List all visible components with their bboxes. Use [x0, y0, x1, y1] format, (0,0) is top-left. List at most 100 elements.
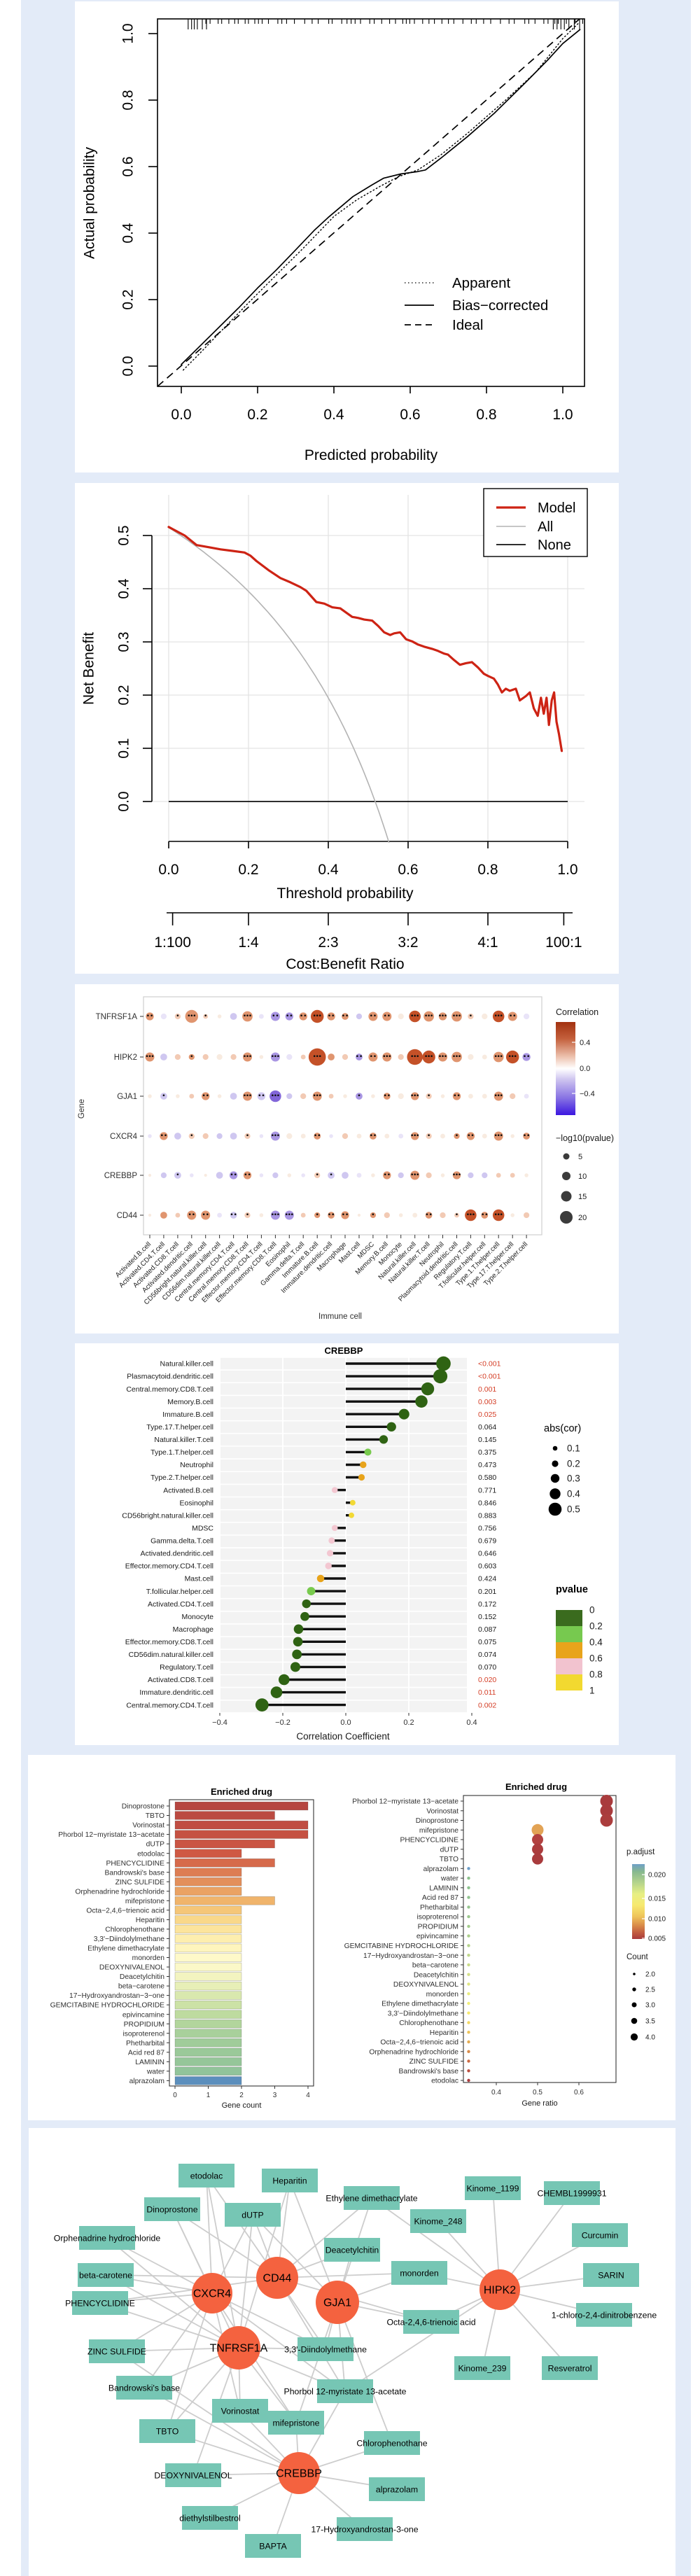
- svg-text:Type.1.T.helper.cell: Type.1.T.helper.cell: [150, 1448, 214, 1457]
- svg-text:20: 20: [578, 1214, 587, 1222]
- svg-text:17−Hydroxyandrostan−3−one: 17−Hydroxyandrostan−3−one: [69, 1992, 164, 2000]
- svg-text:CD56bright.natural.killer.cell: CD56bright.natural.killer.cell: [122, 1511, 214, 1520]
- svg-text:water: water: [440, 1875, 459, 1883]
- svg-text:0.4: 0.4: [120, 223, 136, 244]
- svg-text:DEOXYNIVALENOL: DEOXYNIVALENOL: [393, 1981, 458, 1989]
- svg-text:ZINC SULFIDE: ZINC SULFIDE: [115, 1879, 165, 1886]
- svg-text:Monocyte: Monocyte: [181, 1613, 214, 1621]
- svg-text:ZINC SULFIDE: ZINC SULFIDE: [410, 2058, 459, 2066]
- svg-text:0.2: 0.2: [403, 1718, 414, 1727]
- svg-text:Ideal: Ideal: [452, 317, 483, 333]
- svg-text:1.0: 1.0: [120, 23, 136, 43]
- svg-text:Ethylene dimethacrylate: Ethylene dimethacrylate: [326, 2193, 417, 2203]
- svg-text:0.4: 0.4: [115, 578, 132, 599]
- svg-text:GEMCITABINE HYDROCHLORIDE: GEMCITABINE HYDROCHLORIDE: [344, 1942, 459, 1950]
- svg-text:Dinoprostone: Dinoprostone: [122, 1803, 165, 1811]
- svg-text:0.0: 0.0: [171, 407, 191, 423]
- svg-text:All: All: [538, 519, 553, 535]
- svg-text:−0.4: −0.4: [212, 1718, 227, 1727]
- svg-text:0.4: 0.4: [491, 2089, 501, 2096]
- svg-text:1: 1: [589, 1686, 595, 1696]
- svg-text:0.603: 0.603: [478, 1562, 496, 1571]
- svg-text:0.2: 0.2: [115, 685, 132, 705]
- svg-text:Heparitin: Heparitin: [430, 2029, 458, 2037]
- svg-text:T.follicular.helper.cell: T.follicular.helper.cell: [146, 1588, 214, 1596]
- svg-text:PHENCYCLIDINE: PHENCYCLIDINE: [65, 2298, 135, 2308]
- svg-text:LAMININ: LAMININ: [135, 2059, 164, 2066]
- svg-text:Apparent: Apparent: [452, 275, 511, 291]
- svg-text:CREBBP: CREBBP: [104, 1172, 138, 1180]
- svg-text:0.010: 0.010: [648, 1916, 666, 1924]
- svg-text:Activated.CD4.T.cell: Activated.CD4.T.cell: [148, 1600, 214, 1609]
- svg-text:0.6: 0.6: [398, 862, 418, 878]
- svg-text:Phetharbital: Phetharbital: [420, 1904, 458, 1912]
- svg-text:Heparitin: Heparitin: [272, 2176, 307, 2185]
- svg-text:Immature.dendritic.cell: Immature.dendritic.cell: [139, 1688, 214, 1697]
- svg-text:0.0: 0.0: [340, 1718, 351, 1727]
- svg-text:0.1: 0.1: [567, 1443, 580, 1454]
- svg-text:3,3'−Diindolylmethane: 3,3'−Diindolylmethane: [388, 2010, 459, 2017]
- svg-text:Bias−corrected: Bias−corrected: [452, 298, 548, 314]
- svg-text:Activated.dendritic.cell: Activated.dendritic.cell: [141, 1550, 214, 1558]
- svg-text:<0.001: <0.001: [478, 1360, 501, 1368]
- svg-text:3: 3: [273, 2092, 277, 2099]
- svg-text:alprazolam: alprazolam: [130, 2078, 164, 2085]
- svg-text:TBTO: TBTO: [146, 1812, 164, 1820]
- svg-text:0.1: 0.1: [115, 738, 132, 758]
- svg-text:0.064: 0.064: [478, 1423, 496, 1432]
- svg-text:Type.17.T.helper.cell: Type.17.T.helper.cell: [146, 1423, 214, 1432]
- svg-text:100:1: 100:1: [545, 934, 582, 951]
- svg-text:Count: Count: [626, 1953, 648, 1961]
- svg-text:1: 1: [206, 2092, 211, 2099]
- svg-text:Bandrowski's base: Bandrowski's base: [104, 1869, 164, 1877]
- svg-text:Threshold probability: Threshold probability: [277, 886, 414, 902]
- svg-text:0.8: 0.8: [476, 407, 496, 423]
- svg-text:0.0: 0.0: [115, 791, 132, 811]
- svg-text:ZINC SULFIDE: ZINC SULFIDE: [88, 2346, 146, 2356]
- svg-text:1.0: 1.0: [552, 407, 573, 423]
- svg-text:−log10(pvalue): −log10(pvalue): [556, 1133, 614, 1143]
- svg-text:water: water: [146, 2068, 165, 2076]
- svg-text:Vorinostat: Vorinostat: [426, 1807, 458, 1815]
- svg-text:0.2: 0.2: [238, 862, 258, 878]
- svg-text:3.0: 3.0: [645, 2002, 655, 2010]
- svg-text:HIPK2: HIPK2: [114, 1054, 137, 1062]
- svg-text:Natural.killer.T.cell: Natural.killer.T.cell: [154, 1436, 214, 1444]
- svg-text:monorden: monorden: [426, 1991, 459, 1998]
- svg-text:SARIN: SARIN: [598, 2270, 624, 2280]
- svg-text:0.087: 0.087: [478, 1625, 496, 1634]
- svg-text:isoproterenol: isoproterenol: [416, 1914, 458, 1921]
- svg-text:alprazolam: alprazolam: [376, 2484, 418, 2494]
- svg-text:2.0: 2.0: [645, 1971, 655, 1979]
- svg-text:0.8: 0.8: [477, 862, 498, 878]
- svg-text:0.001: 0.001: [478, 1385, 496, 1394]
- svg-text:0.375: 0.375: [478, 1448, 496, 1457]
- svg-text:Kinome_239: Kinome_239: [458, 2363, 506, 2373]
- svg-text:PROPIDIUM: PROPIDIUM: [418, 1923, 458, 1931]
- svg-text:Chlorophenothane: Chlorophenothane: [399, 2019, 458, 2027]
- svg-text:pvalue: pvalue: [556, 1584, 588, 1595]
- svg-text:TNFRSF1A: TNFRSF1A: [210, 2343, 268, 2355]
- svg-text:Phorbol 12−myristate 13−acetat: Phorbol 12−myristate 13−acetate: [352, 1798, 458, 1806]
- svg-text:PROPIDIUM: PROPIDIUM: [124, 2021, 164, 2029]
- svg-text:3:2: 3:2: [398, 934, 418, 951]
- svg-text:Mast.cell: Mast.cell: [185, 1575, 214, 1583]
- svg-text:Dinoprostone: Dinoprostone: [146, 2204, 197, 2214]
- svg-text:0.074: 0.074: [478, 1651, 496, 1659]
- svg-text:0.8: 0.8: [120, 90, 136, 110]
- svg-text:0.756: 0.756: [478, 1524, 496, 1532]
- svg-text:0.6: 0.6: [574, 2089, 584, 2096]
- svg-text:0.011: 0.011: [478, 1688, 496, 1697]
- svg-text:Acid red 87: Acid red 87: [422, 1894, 458, 1902]
- svg-text:Orphenadrine hydrochloride: Orphenadrine hydrochloride: [369, 2048, 458, 2056]
- svg-text:Octa−2,4,6−trienoic acid: Octa−2,4,6−trienoic acid: [380, 2039, 458, 2047]
- svg-text:0.580: 0.580: [478, 1474, 496, 1482]
- svg-text:None: None: [538, 538, 571, 553]
- svg-text:0.145: 0.145: [478, 1436, 496, 1444]
- svg-text:0.0: 0.0: [158, 862, 178, 878]
- svg-text:0.3: 0.3: [115, 631, 132, 652]
- svg-text:Eosinophil: Eosinophil: [180, 1499, 214, 1507]
- svg-text:beta−carotene: beta−carotene: [412, 1962, 458, 1970]
- svg-text:Immature.B.cell: Immature.B.cell: [162, 1410, 214, 1419]
- svg-text:3,3'−Diindolylmethane: 3,3'−Diindolylmethane: [94, 1935, 165, 1943]
